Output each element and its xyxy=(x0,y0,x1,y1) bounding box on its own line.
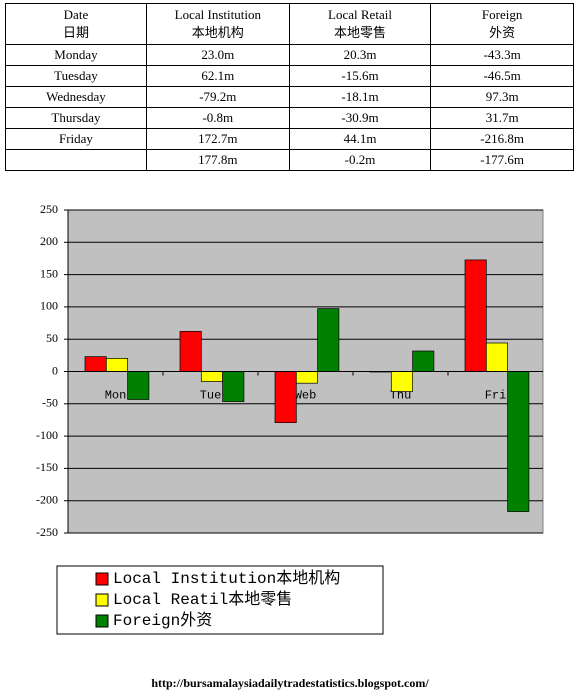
y-tick-label: 0 xyxy=(52,363,58,377)
bar xyxy=(390,371,413,392)
bar xyxy=(507,371,530,512)
cell: -79.2m xyxy=(145,86,290,108)
header-text: 日期 xyxy=(62,25,89,40)
x-tick-label: Web xyxy=(295,389,317,403)
header-text: 本地机构 xyxy=(191,25,244,40)
bar xyxy=(412,350,435,372)
legend-swatch xyxy=(95,572,109,586)
cell: Tuesday xyxy=(5,65,147,87)
y-tick-label: -100 xyxy=(36,428,58,442)
legend-label: Local Reatil本地零售 xyxy=(113,590,292,609)
x-tick-label: Tue xyxy=(200,389,222,403)
header-text: Local Retail xyxy=(328,7,392,22)
legend-swatch xyxy=(95,614,109,628)
header-text: 本地零售 xyxy=(333,25,386,40)
y-tick-label: -50 xyxy=(42,396,58,410)
bar xyxy=(274,371,297,424)
cell: 177.8m xyxy=(145,149,290,171)
bar xyxy=(464,259,487,372)
cell: -30.9m xyxy=(288,107,432,129)
footer-url: http://bursamalaysiadailytradestatistics… xyxy=(151,676,429,690)
y-tick-label: 200 xyxy=(40,234,58,248)
header-cell: Local Institution 本地机构 xyxy=(145,3,290,45)
y-tick-label: -150 xyxy=(36,460,58,474)
chart: -250 -200 -150 -100 -50 0 50 100 150 200 250 Mon Tue… xyxy=(36,202,544,635)
header-cell: Foreign 外资 xyxy=(430,3,574,45)
y-tick-label: 50 xyxy=(46,331,58,345)
y-tick-label: 100 xyxy=(40,299,58,313)
legend-swatch xyxy=(95,593,109,607)
cell xyxy=(5,149,147,171)
bar xyxy=(317,308,340,372)
cell: 44.1m xyxy=(288,128,432,150)
bar xyxy=(222,371,245,402)
bar xyxy=(84,356,107,372)
y-tick-label: 250 xyxy=(40,202,58,216)
bar xyxy=(179,331,202,372)
bar xyxy=(105,358,128,372)
legend-label: Local Institution本地机构 xyxy=(113,569,340,588)
legend-box xyxy=(56,565,384,635)
header-cell: Date 日期 xyxy=(5,3,147,45)
x-tick-label: Mon xyxy=(105,389,127,403)
bar xyxy=(127,371,150,400)
x-tick-label: Thu xyxy=(390,389,412,403)
header-cell: Local Retail 本地零售 xyxy=(288,3,432,45)
y-tick-label: 150 xyxy=(40,266,58,280)
header-text: Date xyxy=(63,7,89,22)
x-tick-label: Fri xyxy=(485,389,507,403)
cell: -0.2m xyxy=(288,149,432,171)
header-text: Foreign xyxy=(481,7,523,22)
legend-label: Foreign外资 xyxy=(113,611,212,630)
bar xyxy=(295,371,318,384)
y-tick-label: -250 xyxy=(36,525,58,539)
cell: -177.6m xyxy=(430,149,574,171)
data-table: Date 日期 Local Institution 本地机构 Local Retail 本… xyxy=(5,3,574,171)
bar xyxy=(485,342,508,372)
bar xyxy=(200,371,223,382)
y-tick-label: -200 xyxy=(36,492,58,506)
header-text: Local Institution xyxy=(174,7,261,22)
header-text: 外资 xyxy=(489,25,516,40)
cell: 23.0m xyxy=(145,44,290,66)
